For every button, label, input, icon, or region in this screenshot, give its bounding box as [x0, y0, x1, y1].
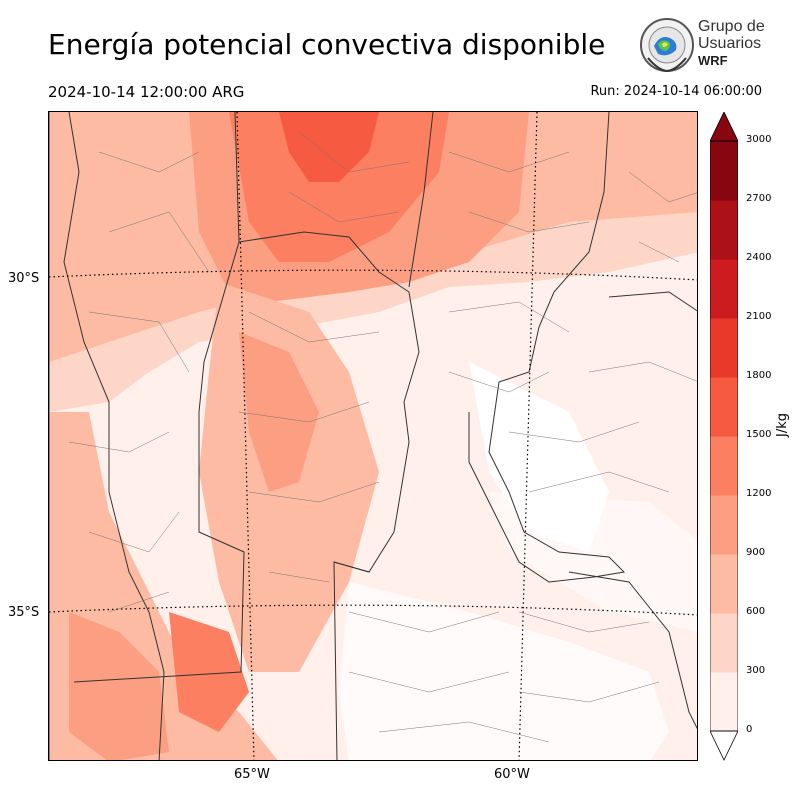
colorbar-band [710, 554, 738, 614]
lat-label-35s: 35°S [8, 605, 40, 620]
colorbar-tick-label: 1500 [746, 429, 772, 440]
colorbar-tick-label: 600 [746, 606, 766, 617]
colorbar-tick-label: 3000 [746, 134, 772, 145]
colorbar-band [710, 495, 738, 555]
colorbar-tick-label: 2700 [746, 193, 772, 204]
colorbar-band [710, 377, 738, 437]
colorbar-extend-max [710, 112, 738, 142]
colorbar-tick-label: 2400 [746, 252, 772, 263]
colorbar-tick-label: 900 [746, 547, 766, 558]
colorbar-band [710, 613, 738, 673]
colorbar-band [710, 141, 738, 201]
colorbar-band [710, 259, 738, 319]
colorbar-extend-min [710, 730, 738, 761]
lon-label-60w: 60°W [494, 767, 530, 782]
colorbar-tick-label: 1800 [746, 370, 772, 381]
lat-label-30s: 30°S [8, 271, 40, 286]
colorbar-tick-label: 2100 [746, 311, 772, 322]
colorbar-band [710, 672, 738, 732]
colorbar-tick-label: 300 [746, 665, 766, 676]
run-time: Run: 2024-10-14 06:00:00 [590, 84, 762, 99]
page-title: Energía potencial convectiva disponible [48, 28, 606, 61]
colorbar-tick-label: 0 [746, 724, 753, 735]
logo-line1: Grupo de [698, 18, 765, 35]
colorbar-frame [710, 140, 738, 732]
cape-map[interactable] [48, 111, 698, 761]
logo-line2: Usuarios [698, 35, 762, 52]
logo-emblem-icon [640, 18, 694, 73]
colorbar-band [710, 318, 738, 378]
colorbar-band [710, 436, 738, 496]
valid-time: 2024-10-14 12:00:00 ARG [48, 83, 245, 101]
lon-label-65w: 65°W [234, 767, 270, 782]
colorbar-units: J/kg [775, 413, 790, 437]
colorbar-bands [710, 141, 738, 732]
map-svg [49, 112, 697, 760]
colorbar [710, 112, 738, 761]
colorbar-band [710, 200, 738, 260]
logo: Grupo de Usuarios WRF [638, 16, 765, 74]
logo-wrf: WRF [698, 53, 728, 68]
colorbar-tick-label: 1200 [746, 488, 772, 499]
